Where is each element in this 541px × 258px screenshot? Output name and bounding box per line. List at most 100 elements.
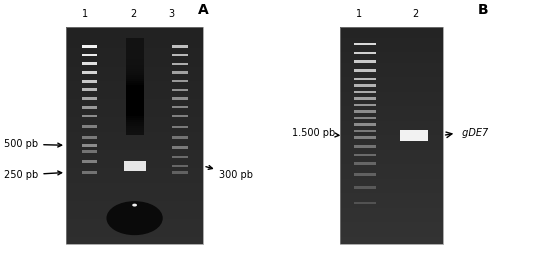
Bar (126, 91, 143, 92)
Bar (354, 136, 376, 139)
Bar (66, 38, 203, 41)
Bar (66, 70, 203, 74)
Bar (82, 45, 97, 48)
Bar (340, 121, 443, 125)
Bar (340, 38, 443, 41)
Bar (126, 128, 143, 130)
Bar (340, 63, 443, 67)
Bar (66, 157, 203, 161)
Bar (126, 47, 143, 49)
Bar (66, 117, 203, 121)
Bar (66, 30, 203, 34)
Bar (66, 226, 203, 230)
Bar (66, 172, 203, 175)
Bar (66, 67, 203, 70)
Bar (126, 81, 143, 83)
Bar (66, 27, 203, 30)
Bar (66, 34, 203, 38)
Bar (126, 65, 143, 67)
Bar (82, 54, 97, 57)
Bar (66, 121, 203, 125)
Bar (126, 96, 143, 98)
Bar (66, 27, 203, 244)
Text: 2: 2 (130, 9, 136, 19)
Bar (66, 208, 203, 212)
Bar (66, 154, 203, 157)
Bar (126, 38, 143, 39)
Bar (66, 168, 203, 172)
Bar (354, 154, 376, 156)
Bar (340, 183, 443, 186)
Bar (126, 106, 143, 108)
Bar (66, 96, 203, 99)
Bar (171, 165, 188, 167)
Bar (400, 130, 428, 141)
Bar (354, 43, 376, 45)
Bar (340, 146, 443, 150)
Text: 300 pb: 300 pb (206, 166, 253, 180)
Bar (340, 85, 443, 88)
Bar (66, 59, 203, 63)
Bar (66, 212, 203, 215)
Text: 1: 1 (356, 9, 362, 19)
Bar (354, 110, 376, 113)
Bar (82, 144, 97, 147)
Bar (354, 104, 376, 106)
Bar (66, 77, 203, 81)
Bar (82, 150, 97, 153)
Text: B: B (478, 3, 489, 17)
Bar (354, 91, 376, 93)
Bar (171, 71, 188, 74)
Bar (340, 96, 443, 99)
Bar (126, 71, 143, 73)
Text: gDE7: gDE7 (459, 128, 488, 138)
Bar (171, 171, 188, 174)
Bar (340, 56, 443, 59)
Bar (126, 49, 143, 51)
Bar (354, 97, 376, 100)
Bar (340, 34, 443, 38)
Bar (66, 92, 203, 96)
Bar (340, 139, 443, 143)
Bar (340, 52, 443, 56)
Bar (66, 215, 203, 219)
Bar (66, 114, 203, 117)
Bar (66, 186, 203, 190)
Bar (126, 120, 143, 122)
Bar (66, 63, 203, 67)
Bar (340, 222, 443, 226)
Bar (66, 197, 203, 201)
Bar (66, 165, 203, 168)
Bar (66, 49, 203, 52)
Bar (340, 99, 443, 103)
Bar (171, 146, 188, 149)
Bar (66, 241, 203, 244)
Bar (340, 197, 443, 201)
Bar (66, 204, 203, 208)
Bar (126, 53, 143, 55)
Bar (66, 132, 203, 135)
Bar (126, 102, 143, 104)
Bar (126, 122, 143, 124)
Text: 3: 3 (168, 9, 174, 19)
Bar (354, 163, 376, 165)
Bar (340, 165, 443, 168)
Bar (340, 190, 443, 194)
Bar (340, 27, 443, 244)
Bar (66, 41, 203, 45)
Bar (340, 107, 443, 110)
Bar (126, 108, 143, 110)
Bar (340, 172, 443, 175)
Bar (126, 57, 143, 59)
Bar (66, 85, 203, 88)
Bar (66, 81, 203, 85)
Bar (354, 201, 376, 204)
Bar (66, 107, 203, 110)
Bar (66, 219, 203, 222)
Bar (66, 74, 203, 77)
Bar (66, 233, 203, 237)
Bar (354, 84, 376, 87)
Bar (66, 110, 203, 114)
Bar (171, 126, 188, 128)
Bar (354, 123, 376, 126)
